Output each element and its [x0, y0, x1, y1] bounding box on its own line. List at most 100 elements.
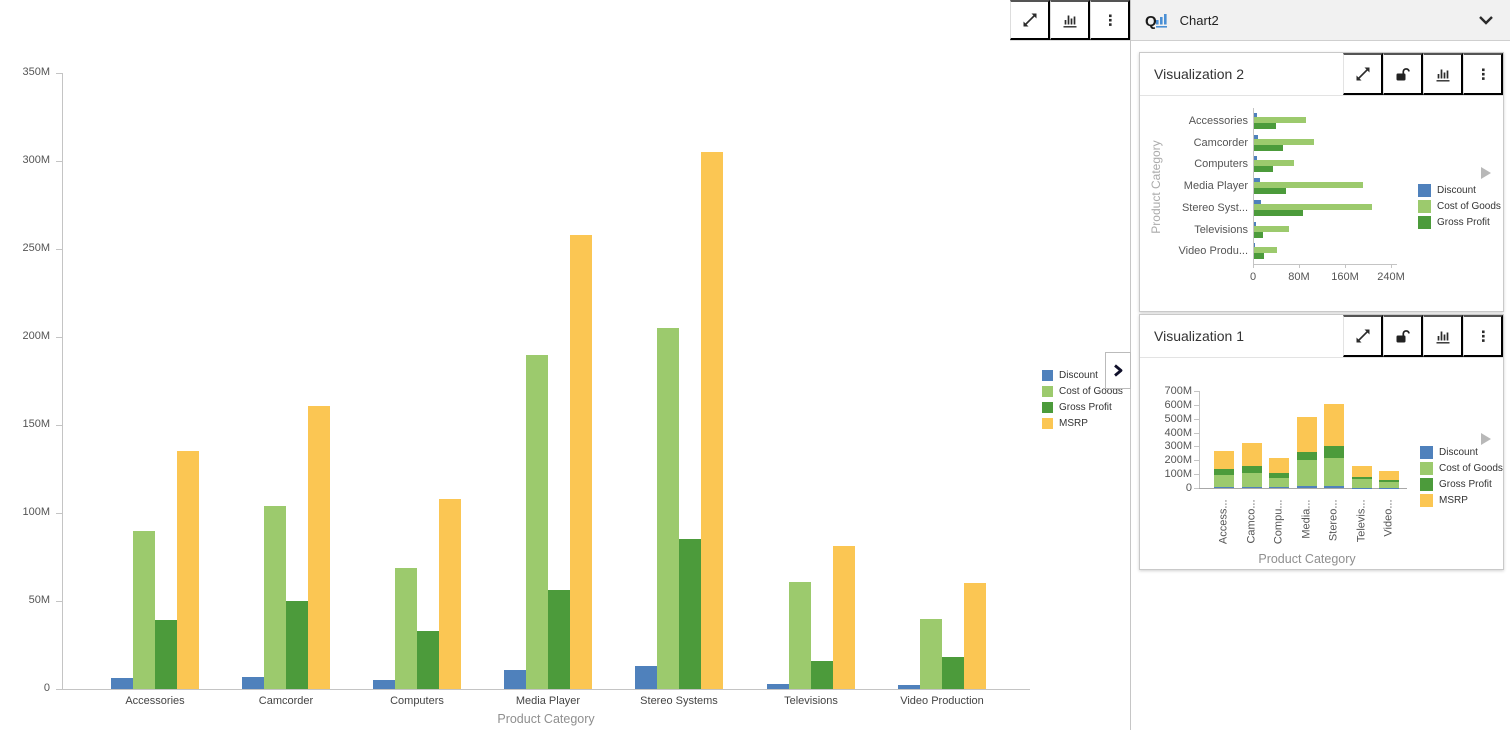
stack-segment-discount[interactable] — [1297, 486, 1317, 488]
chart-type-button[interactable] — [1423, 53, 1463, 95]
triangle-right-icon[interactable] — [1481, 167, 1491, 179]
panel-collapse-button[interactable] — [1476, 10, 1496, 30]
bar-msrp[interactable] — [439, 499, 461, 689]
stack-segment-msrp[interactable] — [1324, 404, 1344, 446]
bar-gross-profit[interactable] — [942, 657, 964, 689]
stack-segment-discount[interactable] — [1379, 488, 1399, 489]
bar-discount[interactable] — [504, 670, 526, 689]
stack-segment-discount[interactable] — [1352, 488, 1372, 489]
maximize-button[interactable] — [1010, 0, 1050, 40]
bar-gross-profit[interactable] — [1254, 145, 1283, 151]
stack-segment-msrp[interactable] — [1214, 451, 1234, 469]
stack-segment-gross-profit[interactable] — [1324, 446, 1344, 458]
stack-segment-cost-of-goods[interactable] — [1242, 473, 1262, 487]
bar-msrp[interactable] — [701, 152, 723, 689]
bar-gross-profit[interactable] — [1254, 123, 1276, 129]
bar-cost-of-goods[interactable] — [1254, 160, 1294, 166]
stack-segment-gross-profit[interactable] — [1269, 473, 1289, 478]
stack-segment-gross-profit[interactable] — [1379, 480, 1399, 482]
legend-item[interactable]: Discount — [1418, 184, 1476, 197]
legend-item[interactable]: Cost of Goods — [1420, 462, 1503, 475]
bar-cost-of-goods[interactable] — [395, 568, 417, 689]
bar-msrp[interactable] — [964, 583, 986, 689]
bar-cost-of-goods[interactable] — [526, 355, 548, 689]
legend-item[interactable]: Cost of Goods — [1042, 386, 1123, 397]
bar-cost-of-goods[interactable] — [133, 531, 155, 689]
stack-segment-gross-profit[interactable] — [1214, 469, 1234, 475]
bar-discount[interactable] — [1254, 222, 1256, 226]
bar-cost-of-goods[interactable] — [1254, 226, 1289, 232]
bar-cost-of-goods[interactable] — [1254, 204, 1372, 210]
bar-cost-of-goods[interactable] — [264, 506, 286, 689]
more-options-button[interactable] — [1463, 315, 1503, 357]
stack-segment-discount[interactable] — [1324, 486, 1344, 488]
bar-discount[interactable] — [242, 677, 264, 689]
stack-segment-discount[interactable] — [1242, 487, 1262, 488]
chart-type-button[interactable] — [1423, 315, 1463, 357]
bar-discount[interactable] — [767, 684, 789, 689]
stack-segment-gross-profit[interactable] — [1352, 477, 1372, 479]
bar-gross-profit[interactable] — [811, 661, 833, 689]
panel-header-bar[interactable]: Q Chart2 — [1131, 0, 1510, 41]
stack-segment-msrp[interactable] — [1242, 443, 1262, 466]
chart-type-button[interactable] — [1050, 0, 1090, 40]
maximize-button[interactable] — [1343, 53, 1383, 95]
bar-cost-of-goods[interactable] — [1254, 182, 1363, 188]
legend-item[interactable]: Discount — [1420, 446, 1478, 459]
stack-segment-discount[interactable] — [1269, 487, 1289, 488]
legend-item[interactable]: Gross Profit — [1418, 216, 1490, 229]
stack-segment-gross-profit[interactable] — [1297, 452, 1317, 460]
bar-cost-of-goods[interactable] — [1254, 139, 1314, 145]
bar-discount[interactable] — [111, 678, 133, 689]
legend-item[interactable]: MSRP — [1420, 494, 1468, 507]
bar-discount[interactable] — [1254, 243, 1255, 247]
stack-segment-msrp[interactable] — [1297, 417, 1317, 452]
bar-msrp[interactable] — [308, 406, 330, 689]
bar-cost-of-goods[interactable] — [657, 328, 679, 689]
stack-segment-cost-of-goods[interactable] — [1324, 458, 1344, 486]
legend-item[interactable]: Cost of Goods — [1418, 200, 1501, 213]
unlock-button[interactable] — [1383, 315, 1423, 357]
stack-segment-discount[interactable] — [1214, 487, 1234, 488]
more-options-button[interactable] — [1463, 53, 1503, 95]
bar-gross-profit[interactable] — [1254, 253, 1264, 259]
more-options-button[interactable] — [1090, 0, 1130, 40]
bar-discount[interactable] — [1254, 200, 1261, 204]
stack-segment-cost-of-goods[interactable] — [1297, 460, 1317, 486]
bar-msrp[interactable] — [177, 451, 199, 689]
bar-gross-profit[interactable] — [1254, 232, 1263, 238]
bar-discount[interactable] — [1254, 156, 1257, 160]
bar-discount[interactable] — [635, 666, 657, 689]
stack-segment-cost-of-goods[interactable] — [1269, 478, 1289, 487]
bar-discount[interactable] — [1254, 135, 1258, 139]
bar-gross-profit[interactable] — [1254, 166, 1273, 172]
stack-segment-msrp[interactable] — [1379, 471, 1399, 480]
legend-item[interactable]: MSRP — [1042, 418, 1088, 429]
bar-cost-of-goods[interactable] — [789, 582, 811, 689]
maximize-button[interactable] — [1343, 315, 1383, 357]
bar-cost-of-goods[interactable] — [920, 619, 942, 689]
bar-gross-profit[interactable] — [155, 620, 177, 689]
bar-msrp[interactable] — [570, 235, 592, 689]
bar-gross-profit[interactable] — [1254, 210, 1303, 216]
collapse-panel-button[interactable] — [1105, 352, 1131, 389]
stack-segment-msrp[interactable] — [1352, 466, 1372, 477]
unlock-button[interactable] — [1383, 53, 1423, 95]
bar-discount[interactable] — [1254, 178, 1260, 182]
bar-gross-profit[interactable] — [286, 601, 308, 689]
legend-item[interactable]: Gross Profit — [1042, 402, 1112, 413]
bar-gross-profit[interactable] — [679, 539, 701, 689]
stack-segment-cost-of-goods[interactable] — [1352, 479, 1372, 488]
bar-discount[interactable] — [1254, 113, 1257, 117]
legend-item[interactable]: Gross Profit — [1420, 478, 1492, 491]
bar-cost-of-goods[interactable] — [1254, 247, 1277, 253]
stack-segment-cost-of-goods[interactable] — [1214, 475, 1234, 487]
bar-discount[interactable] — [898, 685, 920, 689]
bar-gross-profit[interactable] — [1254, 188, 1286, 194]
bar-msrp[interactable] — [833, 546, 855, 689]
bar-gross-profit[interactable] — [417, 631, 439, 689]
legend-item[interactable]: Discount — [1042, 370, 1098, 381]
bar-cost-of-goods[interactable] — [1254, 117, 1306, 123]
bar-gross-profit[interactable] — [548, 590, 570, 689]
stack-segment-msrp[interactable] — [1269, 458, 1289, 473]
